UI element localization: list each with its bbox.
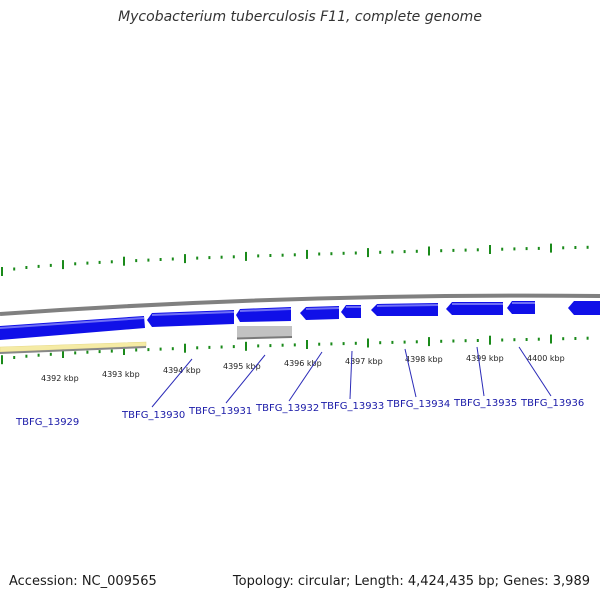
gene-arrow-shine [240, 308, 291, 312]
gene-arrow-shine [0, 317, 144, 329]
gene-label-tbfg-13929[interactable]: TBFG_13929 [15, 417, 79, 428]
gene-label-tbfg-13936[interactable]: TBFG_13936 [520, 398, 584, 409]
connector-tbfg-13935 [476, 346, 485, 397]
kbp-label: 4400 kbp [527, 354, 565, 363]
connector-tbfg-13931 [225, 354, 266, 404]
gene-arrow-shine [346, 306, 361, 308]
highlight-region [0, 341, 147, 353]
gene-arrow-tbfg-13935[interactable] [446, 302, 503, 315]
pseudogene-feature[interactable] [237, 326, 292, 338]
gene-arrow-shine [152, 311, 234, 316]
connector-tbfg-13930 [151, 358, 193, 408]
gene-label-tbfg-13932[interactable]: TBFG_13932 [255, 403, 319, 414]
gene-labels: TBFG_13929 TBFG_13930 TBFG_13931 TBFG_13… [15, 398, 584, 428]
gene-connectors [151, 346, 552, 408]
genome-backbone [0, 293, 600, 316]
gene-arrow-shine [306, 307, 339, 310]
kbp-label: 4398 kbp [405, 355, 443, 364]
accession-text: Accession: NC_009565 [9, 574, 157, 589]
gene-label-tbfg-13933[interactable]: TBFG_13933 [320, 401, 384, 412]
gene-label-tbfg-13934[interactable]: TBFG_13934 [386, 399, 450, 410]
connector-tbfg-13934 [404, 348, 417, 398]
kbp-scale: 4392 kbp 4393 kbp 4394 kbp 4395 kbp 4396… [41, 354, 565, 383]
highlight-region-border [0, 346, 147, 354]
gene-arrow-tbfg-13933[interactable] [341, 305, 361, 318]
gene-label-tbfg-13935[interactable]: TBFG_13935 [453, 398, 517, 409]
gene-arrow-shine [512, 302, 535, 304]
kbp-label: 4396 kbp [284, 359, 322, 368]
kbp-label: 4392 kbp [41, 374, 79, 383]
kbp-label: 4399 kbp [466, 354, 504, 363]
gene-arrow-shine [452, 303, 503, 305]
gene-arrows [0, 301, 600, 340]
gene-arrow-tbfg-13929[interactable] [0, 316, 145, 340]
connector-tbfg-13932 [288, 351, 323, 402]
gene-arrow-shine [377, 304, 438, 307]
genome-info-text: Topology: circular; Length: 4,424,435 bp… [232, 574, 590, 589]
gene-label-tbfg-13930[interactable]: TBFG_13930 [121, 410, 185, 421]
gene-arrow-next[interactable] [568, 301, 600, 315]
map-title: Mycobacterium tuberculosis F11, complete… [118, 9, 482, 25]
gene-arrow-tbfg-13936[interactable] [507, 301, 535, 314]
kbp-label: 4393 kbp [102, 370, 140, 379]
kbp-label: 4397 kbp [345, 357, 383, 366]
connector-tbfg-13933 [349, 350, 353, 400]
kbp-label: 4395 kbp [223, 362, 261, 371]
gene-label-tbfg-13931[interactable]: TBFG_13931 [188, 406, 252, 417]
outer-ticks [1, 243, 589, 276]
connector-tbfg-13936 [518, 346, 552, 397]
pseudogene-border [236, 336, 293, 340]
inner-ticks [1, 334, 589, 365]
